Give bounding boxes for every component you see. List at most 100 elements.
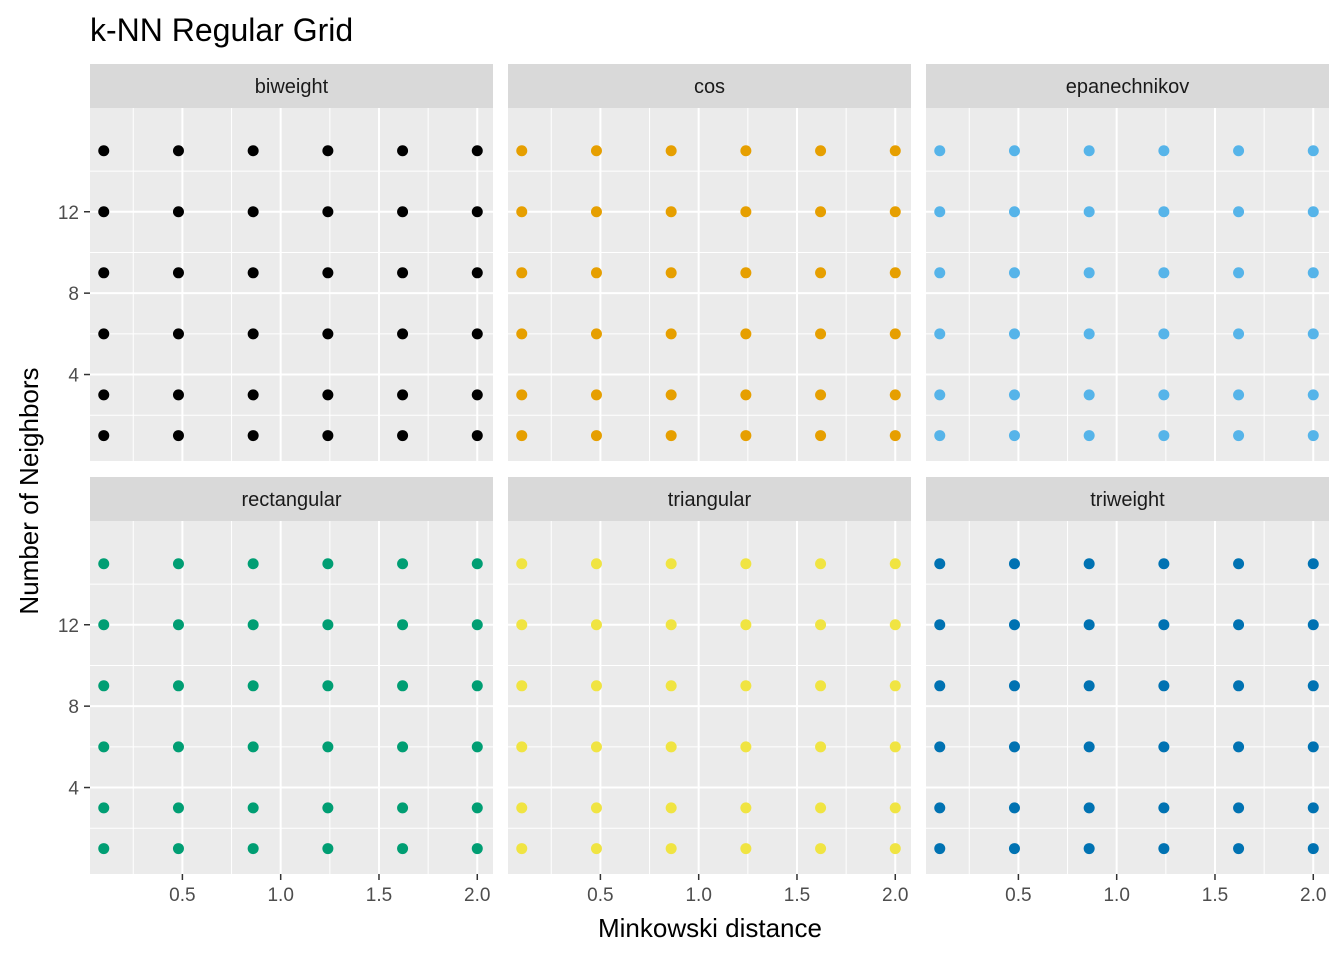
data-point bbox=[1233, 741, 1245, 753]
data-point bbox=[665, 328, 677, 340]
data-point bbox=[1233, 267, 1245, 279]
data-point bbox=[1008, 741, 1020, 753]
data-point bbox=[889, 145, 901, 157]
data-point bbox=[665, 389, 677, 401]
data-point bbox=[172, 680, 184, 692]
data-point bbox=[590, 558, 602, 570]
data-point bbox=[889, 206, 901, 218]
data-point bbox=[815, 843, 827, 855]
data-point bbox=[815, 145, 827, 157]
data-point bbox=[247, 328, 259, 340]
facet-rectangular: rectangular 4 8 12 0.5 1.0 1.5 2.0 bbox=[58, 477, 493, 906]
data-point bbox=[322, 328, 334, 340]
x-tick-label: 0.5 bbox=[1005, 885, 1031, 906]
data-point bbox=[889, 328, 901, 340]
x-tick-label: 0.5 bbox=[587, 885, 613, 906]
facet-strip-label: triweight bbox=[1090, 489, 1165, 511]
data-point bbox=[1083, 267, 1095, 279]
x-tick-label: 2.0 bbox=[882, 885, 908, 906]
data-point bbox=[1083, 389, 1095, 401]
data-point bbox=[740, 145, 752, 157]
data-point bbox=[889, 389, 901, 401]
facet-strip bbox=[508, 477, 911, 521]
facet-epanechnikov: epanechnikov bbox=[926, 64, 1329, 461]
data-point bbox=[815, 267, 827, 279]
data-point bbox=[172, 430, 184, 442]
facet-strip-label: rectangular bbox=[241, 489, 341, 511]
data-point bbox=[397, 843, 409, 855]
data-point bbox=[397, 430, 409, 442]
data-point bbox=[1233, 389, 1245, 401]
data-point bbox=[98, 328, 110, 340]
data-point bbox=[1158, 430, 1170, 442]
data-point bbox=[1158, 802, 1170, 814]
data-point bbox=[1008, 619, 1020, 631]
data-point bbox=[889, 680, 901, 692]
data-point bbox=[1008, 389, 1020, 401]
data-point bbox=[397, 206, 409, 218]
data-point bbox=[1233, 206, 1245, 218]
data-point bbox=[98, 267, 110, 279]
data-point bbox=[247, 843, 259, 855]
data-point bbox=[172, 389, 184, 401]
data-point bbox=[516, 680, 528, 692]
data-point bbox=[1083, 145, 1095, 157]
data-point bbox=[1158, 843, 1170, 855]
data-point bbox=[815, 206, 827, 218]
data-point bbox=[934, 843, 946, 855]
data-point bbox=[665, 145, 677, 157]
data-point bbox=[98, 680, 110, 692]
panel-background bbox=[508, 521, 911, 874]
data-point bbox=[665, 267, 677, 279]
data-point bbox=[516, 741, 528, 753]
data-point bbox=[516, 145, 528, 157]
data-point bbox=[889, 430, 901, 442]
data-point bbox=[98, 741, 110, 753]
x-tick-label: 1.5 bbox=[784, 885, 810, 906]
data-point bbox=[934, 802, 946, 814]
data-point bbox=[397, 389, 409, 401]
data-point bbox=[1008, 802, 1020, 814]
facet-strip-label: epanechnikov bbox=[1066, 76, 1189, 98]
data-point bbox=[516, 843, 528, 855]
data-point bbox=[740, 389, 752, 401]
data-point bbox=[590, 267, 602, 279]
data-point bbox=[1008, 267, 1020, 279]
data-point bbox=[934, 328, 946, 340]
data-point bbox=[1158, 267, 1170, 279]
data-point bbox=[471, 267, 483, 279]
data-point bbox=[934, 619, 946, 631]
data-point bbox=[397, 802, 409, 814]
data-point bbox=[471, 619, 483, 631]
data-point bbox=[934, 145, 946, 157]
data-point bbox=[322, 558, 334, 570]
data-point bbox=[1083, 558, 1095, 570]
data-point bbox=[1307, 389, 1319, 401]
data-point bbox=[815, 680, 827, 692]
data-point bbox=[1008, 328, 1020, 340]
data-point bbox=[1083, 680, 1095, 692]
data-point bbox=[1307, 619, 1319, 631]
data-point bbox=[172, 558, 184, 570]
x-tick-label: 2.0 bbox=[1300, 885, 1326, 906]
data-point bbox=[322, 802, 334, 814]
data-point bbox=[516, 430, 528, 442]
data-point bbox=[1008, 680, 1020, 692]
data-point bbox=[1008, 206, 1020, 218]
data-point bbox=[397, 328, 409, 340]
x-tick-label: 0.5 bbox=[169, 885, 195, 906]
data-point bbox=[1307, 680, 1319, 692]
data-point bbox=[1233, 328, 1245, 340]
data-point bbox=[740, 558, 752, 570]
data-point bbox=[889, 843, 901, 855]
data-point bbox=[397, 145, 409, 157]
data-point bbox=[1158, 619, 1170, 631]
data-point bbox=[1307, 558, 1319, 570]
data-point bbox=[98, 802, 110, 814]
data-point bbox=[172, 267, 184, 279]
data-point bbox=[247, 741, 259, 753]
data-point bbox=[471, 206, 483, 218]
data-point bbox=[1233, 145, 1245, 157]
data-point bbox=[1083, 802, 1095, 814]
data-point bbox=[740, 328, 752, 340]
